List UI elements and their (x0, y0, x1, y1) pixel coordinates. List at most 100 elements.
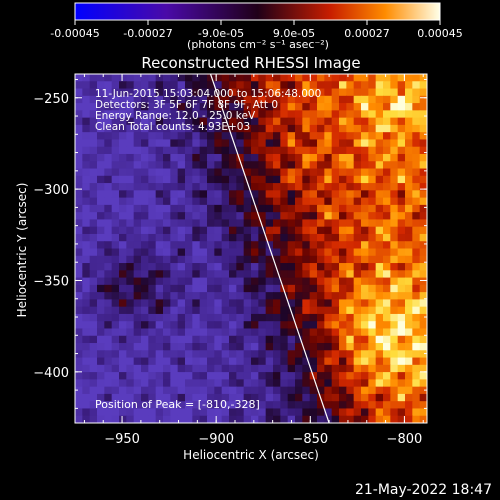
heatmap-cell (258, 393, 267, 402)
heatmap-cell (89, 299, 98, 308)
heatmap-cell (273, 241, 281, 250)
heatmap-cell (273, 110, 281, 119)
heatmap-cell (192, 175, 201, 184)
heatmap-cell (375, 233, 384, 242)
heatmap-cell (221, 161, 230, 170)
heatmap-cell (353, 306, 362, 315)
heatmap-cell (104, 379, 113, 388)
heatmap-cell (412, 248, 421, 257)
heatmap-cell (295, 168, 303, 177)
heatmap-cell (251, 204, 259, 213)
heatmap-cell (185, 415, 193, 423)
heatmap-cell (111, 88, 120, 97)
heatmap-cell (361, 146, 369, 155)
heatmap-cell (346, 124, 355, 133)
heatmap-cell (368, 321, 377, 330)
heatmap-cell (192, 408, 201, 417)
heatmap-cell (243, 255, 252, 264)
heatmap-cell (412, 88, 421, 97)
heatmap-cell (104, 117, 113, 126)
heatmap-cell (229, 226, 237, 235)
heatmap-cell (353, 270, 362, 279)
heatmap-cell (273, 212, 281, 221)
heatmap-cell (89, 263, 98, 271)
heatmap-cell (405, 263, 413, 271)
heatmap-cell (192, 350, 201, 359)
heatmap-cell (133, 117, 142, 126)
heatmap-cell (390, 343, 399, 351)
heatmap-cell (82, 350, 91, 359)
heatmap-cell (419, 81, 427, 90)
heatmap-cell (229, 379, 237, 388)
heatmap-cell (111, 299, 120, 308)
heatmap-cell (104, 313, 113, 322)
heatmap-cell (258, 110, 267, 119)
heatmap-cell (243, 103, 252, 111)
heatmap-cell (302, 110, 311, 119)
heatmap-cell (397, 313, 406, 322)
heatmap-cell (397, 175, 406, 184)
heatmap-cell (163, 284, 171, 293)
heatmap-cell (390, 299, 399, 308)
heatmap-cell (265, 313, 274, 322)
heatmap-cell (419, 183, 427, 191)
heatmap-cell (170, 393, 179, 402)
heatmap-cell (141, 103, 149, 111)
heatmap-cell (214, 183, 223, 191)
heatmap-cell (111, 321, 120, 330)
heatmap-cell (346, 95, 355, 104)
heatmap-cell (331, 103, 340, 111)
heatmap-cell (155, 306, 164, 315)
heatmap-cell (287, 110, 296, 119)
heatmap-cell (126, 335, 135, 344)
heatmap-cell (111, 277, 120, 286)
heatmap-cell (412, 146, 421, 155)
heatmap-cell (97, 139, 105, 148)
heatmap-cell (170, 364, 179, 373)
heatmap-cell (229, 255, 237, 264)
heatmap-cell (317, 263, 325, 271)
heatmap-cell (104, 139, 113, 148)
heatmap-cell (309, 321, 318, 330)
heatmap-cell (170, 335, 179, 344)
heatmap-cell (133, 255, 142, 264)
heatmap-cell (185, 153, 193, 162)
heatmap-cell (302, 124, 311, 133)
heatmap-cell (236, 306, 245, 315)
heatmap-cell (258, 212, 267, 221)
heatmap-cell (221, 270, 230, 279)
heatmap-cell (324, 350, 333, 359)
heatmap-cell (346, 139, 355, 148)
heatmap-cell (383, 393, 391, 402)
heatmap-cell (133, 393, 142, 402)
heatmap-cell (405, 401, 413, 410)
heatmap-cell (133, 299, 142, 308)
heatmap-cell (419, 408, 427, 417)
heatmap-cell (119, 263, 127, 271)
heatmap-cell (82, 74, 91, 82)
heatmap-cell (185, 88, 193, 97)
heatmap-cell (141, 146, 149, 155)
heatmap-cell (104, 95, 113, 104)
heatmap-cell (419, 306, 427, 315)
heatmap-cell (405, 313, 413, 322)
heatmap-cell (104, 74, 113, 82)
heatmap-cell (177, 284, 186, 293)
y-tick-label: −350 (33, 274, 69, 289)
heatmap-cell (412, 270, 421, 279)
heatmap-cell (177, 132, 186, 141)
heatmap-cell (361, 255, 369, 264)
heatmap-cell (405, 226, 413, 235)
heatmap-cell (302, 328, 311, 337)
heatmap-cell (258, 350, 267, 359)
heatmap-cell (243, 408, 252, 417)
heatmap-cell (390, 190, 399, 199)
heatmap-cell (412, 284, 421, 293)
heatmap-cell (339, 386, 347, 395)
heatmap-cell (397, 132, 406, 141)
heatmap-cell (89, 146, 98, 155)
heatmap-cell (97, 168, 105, 177)
heatmap-cell (324, 299, 333, 308)
heatmap-cell (185, 124, 193, 133)
heatmap-cell (207, 306, 215, 315)
